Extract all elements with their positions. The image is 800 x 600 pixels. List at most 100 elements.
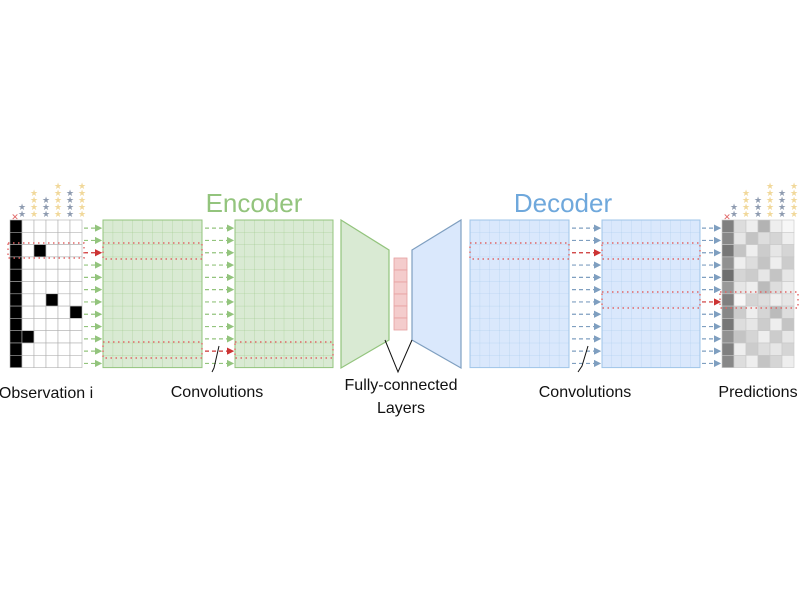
star-icon: ★	[778, 203, 786, 213]
star-icon: ★	[30, 196, 38, 206]
prediction-cell	[721, 244, 735, 258]
prediction-cell	[721, 281, 735, 295]
prediction-cell	[757, 293, 771, 307]
observation-cell	[57, 305, 71, 319]
star-icon: ★	[742, 189, 750, 199]
decoder-output-arrows	[702, 224, 722, 368]
prediction-cell	[757, 330, 771, 344]
prediction-cell	[721, 256, 735, 270]
prediction-cell	[721, 318, 735, 331]
observation-cell	[69, 268, 83, 282]
prediction-cell	[721, 354, 735, 368]
observation-cell	[69, 293, 83, 307]
star-icon: ★	[78, 196, 86, 206]
star-icon: ★	[766, 210, 774, 220]
prediction-cell	[757, 256, 771, 270]
prediction-cell	[721, 219, 735, 233]
prediction-cell	[745, 244, 759, 258]
prediction-cell	[769, 268, 783, 282]
observation-cell	[21, 219, 35, 233]
prediction-cell	[757, 354, 771, 368]
prediction-cell	[721, 268, 735, 282]
star-icon: ★	[742, 196, 750, 206]
observation-cell	[69, 318, 83, 331]
star-icon: ★	[54, 210, 62, 220]
latent-unit	[393, 257, 408, 271]
star-icon: ★	[78, 182, 86, 192]
observation-cell	[21, 268, 35, 282]
star-icon: ★	[30, 210, 38, 220]
highlight-box	[601, 291, 701, 309]
observation-cell	[33, 219, 47, 233]
star-icon: ★	[790, 210, 798, 220]
star-icon: ★	[766, 182, 774, 192]
latent-unit	[393, 305, 408, 319]
observation-cell	[33, 244, 47, 258]
observation-cell	[33, 268, 47, 282]
observation-cell	[69, 244, 83, 258]
star-icon: ★	[42, 196, 50, 206]
convolutions-left-label: Convolutions	[171, 384, 264, 401]
observation-cell	[9, 244, 23, 258]
observation-cell	[9, 232, 23, 245]
observation-cell	[45, 268, 59, 282]
observation-cell	[45, 354, 59, 368]
decoder-fc-trapezoid	[411, 218, 462, 370]
star-icon: ★	[766, 203, 774, 213]
prediction-cell	[781, 330, 795, 344]
star-icon: ★	[18, 203, 26, 213]
star-icon: ★	[754, 210, 762, 220]
decoder-feature-map-1	[469, 219, 570, 369]
prediction-cell	[733, 354, 747, 368]
star-icon: ★	[78, 210, 86, 220]
observation-cell	[33, 318, 47, 331]
observation-cell	[57, 293, 71, 307]
encoder-fc-trapezoid	[340, 218, 390, 370]
cross-icon: ✕	[11, 213, 19, 223]
observation-cell	[45, 244, 59, 258]
prediction-cell	[781, 244, 795, 258]
observation-cell	[57, 281, 71, 295]
prediction-cell	[757, 219, 771, 233]
convolutions-left-callout	[211, 345, 220, 373]
prediction-cell	[733, 293, 747, 307]
observation-cell	[9, 268, 23, 282]
prediction-cell	[745, 256, 759, 270]
observation-cell	[45, 232, 59, 245]
prediction-cell	[769, 330, 783, 344]
observation-cell	[9, 281, 23, 295]
observation-cell	[69, 342, 83, 356]
observation-cell	[9, 219, 23, 233]
observation-cell	[9, 256, 23, 270]
prediction-cell	[733, 256, 747, 270]
observation-cell	[57, 256, 71, 270]
latent-vector	[393, 257, 408, 331]
observation-cell	[45, 281, 59, 295]
observation-cell	[69, 354, 83, 368]
highlight-box	[719, 291, 799, 309]
predictions-matrix	[721, 219, 795, 368]
observation-cell	[57, 318, 71, 331]
observation-cell	[21, 305, 35, 319]
prediction-cell	[745, 219, 759, 233]
observation-cell	[69, 232, 83, 245]
latent-unit	[393, 269, 408, 283]
observation-cell	[21, 342, 35, 356]
prediction-cell	[757, 268, 771, 282]
star-icon: ★	[30, 189, 38, 199]
observation-cell	[45, 330, 59, 344]
prediction-cell	[757, 318, 771, 331]
star-icon: ★	[742, 203, 750, 213]
prediction-cell	[745, 268, 759, 282]
observation-matrix	[9, 219, 83, 368]
prediction-cell	[733, 318, 747, 331]
star-icon: ★	[790, 182, 798, 192]
encoder-input-arrows	[84, 224, 103, 368]
observation-cell	[45, 293, 59, 307]
prediction-cell	[781, 305, 795, 319]
prediction-cell	[781, 354, 795, 368]
fc-callout	[384, 339, 413, 374]
observation-cell	[57, 268, 71, 282]
observation-cell	[57, 219, 71, 233]
